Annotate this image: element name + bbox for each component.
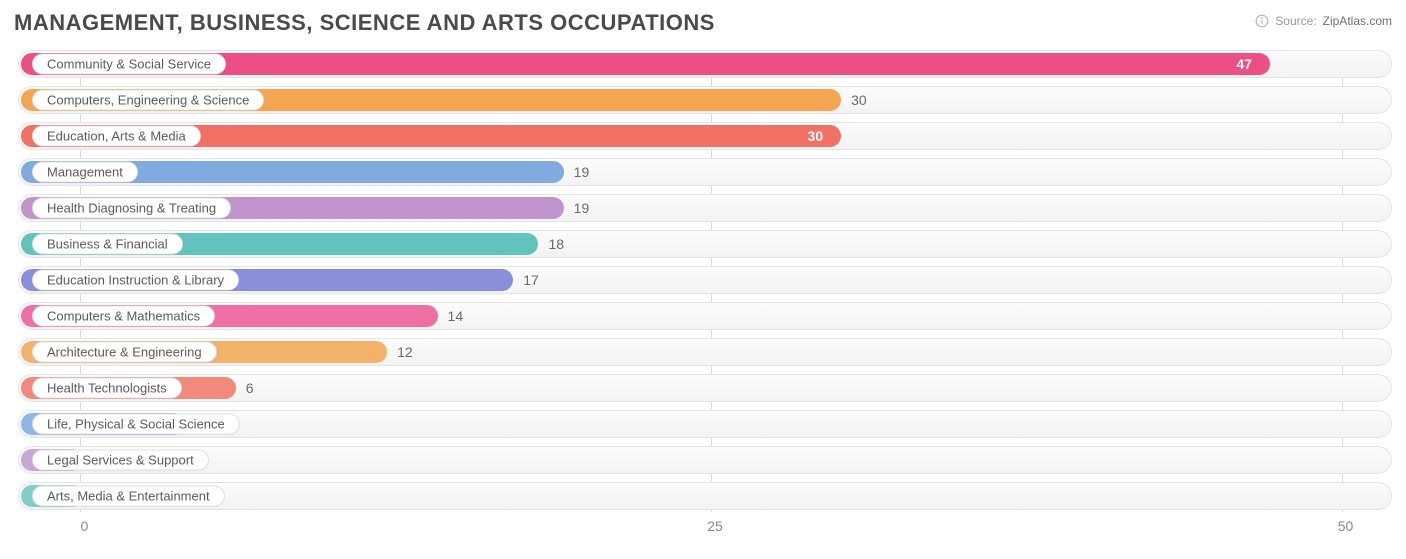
info-icon — [1255, 14, 1269, 28]
bar-row: 17 Education Instruction & Library — [18, 266, 1392, 294]
bar-label: Life, Physical & Social Science — [32, 414, 240, 435]
x-tick: 0 — [81, 518, 89, 534]
bar-label: Business & Financial — [32, 234, 183, 255]
bar-value: 17 — [523, 272, 539, 288]
chart-title: MANAGEMENT, BUSINESS, SCIENCE AND ARTS O… — [14, 10, 715, 36]
bar-value: 19 — [574, 164, 590, 180]
bar-value: 6 — [246, 380, 254, 396]
bar-row: 47 Community & Social Service — [18, 50, 1392, 78]
bar-label: Computers & Mathematics — [32, 306, 215, 327]
bar-label: Management — [32, 162, 138, 183]
bar-row: 6 Health Technologists — [18, 374, 1392, 402]
bar-label: Education, Arts & Media — [32, 126, 201, 147]
bar-row: 14 Computers & Mathematics — [18, 302, 1392, 330]
bar-value: 14 — [448, 308, 464, 324]
bar-value: 12 — [397, 344, 413, 360]
bar-row: 0Arts, Media & Entertainment — [18, 482, 1392, 510]
bar-value: 19 — [574, 200, 590, 216]
source-label: Source: — [1275, 14, 1316, 28]
x-axis: 0 25 50 — [18, 518, 1392, 540]
bar-value: 18 — [548, 236, 564, 252]
bar-row: 12 Architecture & Engineering — [18, 338, 1392, 366]
bar-chart: 47 Community & Social Service 30 Computers,… — [14, 50, 1392, 540]
bar-label: Architecture & Engineering — [32, 342, 217, 363]
x-tick: 50 — [1338, 518, 1354, 534]
bar-value: 30 — [808, 128, 824, 144]
bar-row: 30 Education, Arts & Media — [18, 122, 1392, 150]
bar-label: Community & Social Service — [32, 54, 226, 75]
bar-row: 0Legal Services & Support — [18, 446, 1392, 474]
bar-row: 18 Business & Financial — [18, 230, 1392, 258]
bar-track — [18, 446, 1392, 474]
bar-row: 30 Computers, Engineering & Science — [18, 86, 1392, 114]
bar-row: 4Life, Physical & Social Science — [18, 410, 1392, 438]
bar-value: 47 — [1236, 56, 1252, 72]
source-name: ZipAtlas.com — [1323, 14, 1392, 28]
bar-label: Legal Services & Support — [32, 450, 209, 471]
chart-header: MANAGEMENT, BUSINESS, SCIENCE AND ARTS O… — [14, 10, 1392, 36]
bar-value: 30 — [851, 92, 867, 108]
x-tick: 25 — [707, 518, 723, 534]
bar-label: Arts, Media & Entertainment — [32, 486, 225, 507]
bar-row: 19 Health Diagnosing & Treating — [18, 194, 1392, 222]
bar-row: 19 Management — [18, 158, 1392, 186]
bar-label: Health Diagnosing & Treating — [32, 198, 231, 219]
bar-label: Health Technologists — [32, 378, 182, 399]
source-credit: Source: ZipAtlas.com — [1255, 10, 1392, 28]
bar-label: Computers, Engineering & Science — [32, 90, 264, 111]
bar-label: Education Instruction & Library — [32, 270, 239, 291]
bar-group: 47 Community & Social Service 30 Computers,… — [18, 50, 1392, 510]
